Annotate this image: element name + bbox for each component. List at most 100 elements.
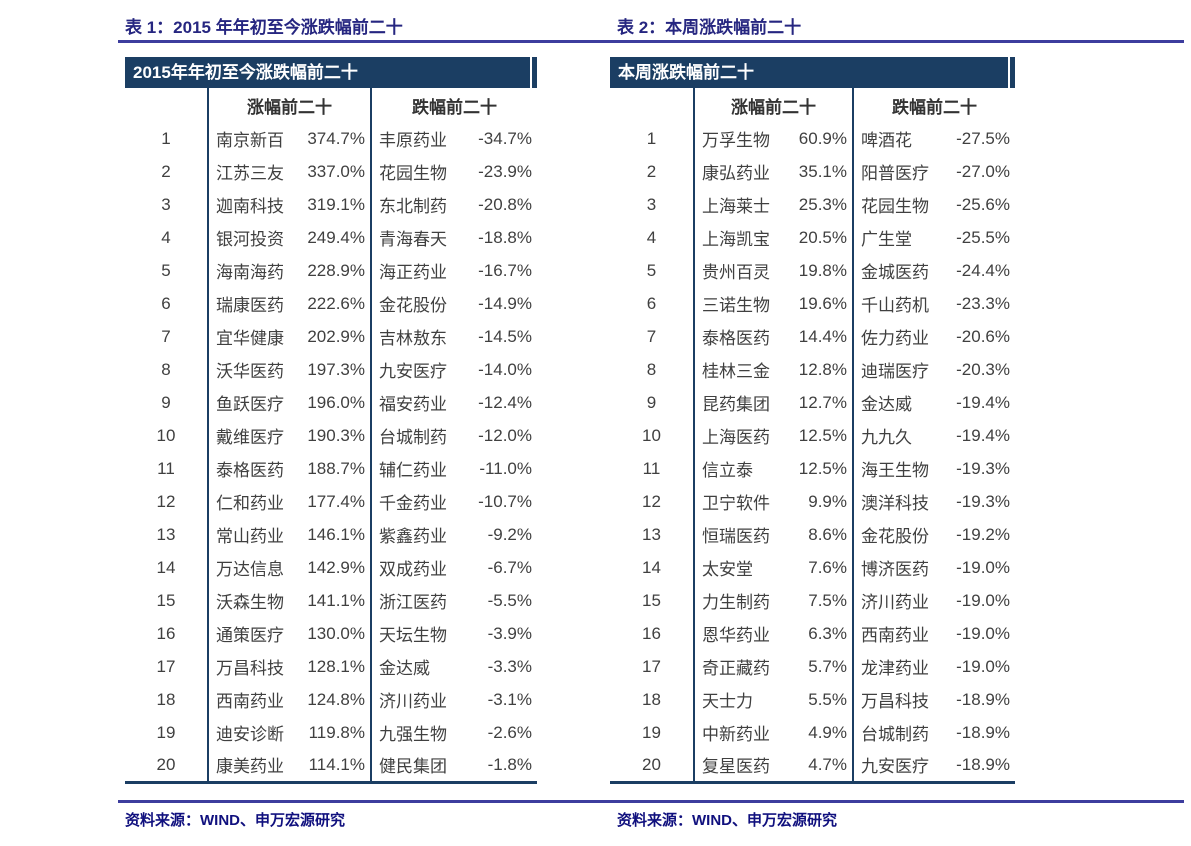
rank-cell: 9 <box>646 392 657 412</box>
gainer-pct-cell: 6.3% <box>808 623 847 643</box>
rank-cell: 10 <box>642 425 661 445</box>
gainer-name-cell: 泰格医药 <box>207 452 303 485</box>
table2-source: 资料来源：WIND、申万宏源研究 <box>617 812 837 829</box>
gainer-name-cell: 万昌科技 <box>207 650 303 683</box>
rank-header-cell <box>125 88 208 122</box>
loser-name-cell: 金城医药 <box>852 254 946 287</box>
table-row: 19 迪安诊断 119.8% 九强生物 -2.6% <box>125 716 537 749</box>
gainer-name-cell: 戴维医疗 <box>207 419 303 452</box>
table-row: 6 瑞康医药 222.6% 金花股份 -14.9% <box>125 287 537 320</box>
gainer-name-cell: 万达信息 <box>207 551 303 584</box>
table-row: 1 南京新百 374.7% 丰原药业 -34.7% <box>125 122 537 155</box>
gainer-pct-cell: 5.7% <box>808 656 847 676</box>
gainer-name-cell: 上海莱士 <box>693 188 787 221</box>
losers-column-header: 跌幅前二十 <box>370 88 537 122</box>
gainer-pct-cell: 119.8% <box>308 722 365 742</box>
table-row: 14 万达信息 142.9% 双成药业 -6.7% <box>125 551 537 584</box>
table-row: 12 仁和药业 177.4% 千金药业 -10.7% <box>125 485 537 518</box>
gainer-pct-cell: 7.6% <box>808 557 847 577</box>
gainer-pct-cell: 114.1% <box>308 754 365 774</box>
loser-pct-cell: -19.0% <box>956 656 1010 676</box>
table-row: 17 万昌科技 128.1% 金达威 -3.3% <box>125 650 537 683</box>
table-row: 2 江苏三友 337.0% 花园生物 -23.9% <box>125 155 537 188</box>
gainer-name-cell: 常山药业 <box>207 518 303 551</box>
table-row: 13 常山药业 146.1% 紫鑫药业 -9.2% <box>125 518 537 551</box>
rank-cell: 14 <box>156 557 176 577</box>
gainer-name-cell: 奇正藏药 <box>693 650 787 683</box>
table-row: 19 中新药业 4.9% 台城制药 -18.9% <box>610 716 1015 749</box>
rank-cell: 12 <box>642 491 661 511</box>
gainer-name-cell: 江苏三友 <box>207 155 303 188</box>
table1: 涨幅前二十 跌幅前二十 1 南京新百 374.7% 丰原药业 -34.7% 2 … <box>125 88 537 784</box>
gainer-name-cell: 信立泰 <box>693 452 787 485</box>
gainer-pct-cell: 20.5% <box>798 227 847 247</box>
rank-cell: 13 <box>642 524 661 544</box>
loser-name-cell: 东北制药 <box>370 188 466 221</box>
gainer-name-cell: 沃森生物 <box>207 584 303 617</box>
rank-cell: 3 <box>646 194 657 214</box>
gainer-pct-cell: 146.1% <box>307 524 365 544</box>
rank-cell: 15 <box>642 590 661 610</box>
table-row: 7 宜华健康 202.9% 吉林敖东 -14.5% <box>125 320 537 353</box>
loser-pct-cell: -6.7% <box>487 557 532 577</box>
rank-cell: 13 <box>156 524 176 544</box>
gainer-name-cell: 昆药集团 <box>693 386 787 419</box>
loser-name-cell: 金达威 <box>370 650 466 683</box>
gainer-name-cell: 上海医药 <box>693 419 787 452</box>
gainer-pct-cell: 374.7% <box>307 128 365 148</box>
loser-pct-cell: -19.2% <box>956 524 1010 544</box>
table-row: 5 贵州百灵 19.8% 金城医药 -24.4% <box>610 254 1015 287</box>
gainer-name-cell: 恩华药业 <box>693 617 787 650</box>
loser-pct-cell: -2.6% <box>487 722 532 742</box>
table-row: 11 泰格医药 188.7% 辅仁药业 -11.0% <box>125 452 537 485</box>
table-row: 8 桂林三金 12.8% 迪瑞医疗 -20.3% <box>610 353 1015 386</box>
loser-name-cell: 福安药业 <box>370 386 466 419</box>
loser-name-cell: 台城制药 <box>852 716 946 749</box>
loser-name-cell: 龙津药业 <box>852 650 946 683</box>
rank-cell: 5 <box>646 260 657 280</box>
rank-cell: 11 <box>642 458 661 478</box>
loser-pct-cell: -19.0% <box>956 623 1010 643</box>
loser-name-cell: 澳洋科技 <box>852 485 946 518</box>
gainer-name-cell: 海南海药 <box>207 254 303 287</box>
table-row: 20 复星医药 4.7% 九安医疗 -18.9% <box>610 749 1015 782</box>
gainer-pct-cell: 7.5% <box>808 590 847 610</box>
table-row: 16 通策医疗 130.0% 天坛生物 -3.9% <box>125 617 537 650</box>
table2-header-row: 涨幅前二十 跌幅前二十 <box>610 88 1015 122</box>
loser-name-cell: 济川药业 <box>370 683 466 716</box>
loser-name-cell: 九九久 <box>852 419 946 452</box>
table-row: 5 海南海药 228.9% 海正药业 -16.7% <box>125 254 537 287</box>
loser-pct-cell: -20.3% <box>956 359 1010 379</box>
table-row: 7 泰格医药 14.4% 佐力药业 -20.6% <box>610 320 1015 353</box>
loser-pct-cell: -24.4% <box>956 260 1010 280</box>
loser-name-cell: 博济医药 <box>852 551 946 584</box>
table-row: 8 沃华医药 197.3% 九安医疗 -14.0% <box>125 353 537 386</box>
loser-pct-cell: -18.9% <box>956 754 1010 774</box>
gainer-pct-cell: 222.6% <box>307 293 365 313</box>
rank-cell: 19 <box>642 722 661 742</box>
loser-name-cell: 西南药业 <box>852 617 946 650</box>
loser-name-cell: 金达威 <box>852 386 946 419</box>
rank-cell: 7 <box>161 326 171 346</box>
gainers-column-header: 涨幅前二十 <box>207 88 371 122</box>
loser-name-cell: 紫鑫药业 <box>370 518 466 551</box>
loser-pct-cell: -19.4% <box>956 425 1010 445</box>
rank-cell: 6 <box>646 293 657 313</box>
loser-name-cell: 双成药业 <box>370 551 466 584</box>
loser-name-cell: 金花股份 <box>370 287 466 320</box>
gainer-pct-cell: 188.7% <box>307 458 365 478</box>
rank-cell: 16 <box>156 623 176 643</box>
loser-pct-cell: -9.2% <box>487 524 532 544</box>
gainer-pct-cell: 124.8% <box>307 689 365 709</box>
gainer-name-cell: 贵州百灵 <box>693 254 787 287</box>
gainer-name-cell: 卫宁软件 <box>693 485 787 518</box>
loser-name-cell: 海王生物 <box>852 452 946 485</box>
gainer-pct-cell: 197.3% <box>307 359 365 379</box>
loser-pct-cell: -18.8% <box>478 227 532 247</box>
loser-pct-cell: -3.9% <box>487 623 532 643</box>
rank-cell: 18 <box>642 689 661 709</box>
loser-pct-cell: -14.9% <box>478 293 532 313</box>
rank-cell: 17 <box>642 656 661 676</box>
losers-column-header: 跌幅前二十 <box>852 88 1015 122</box>
loser-name-cell: 青海春天 <box>370 221 466 254</box>
